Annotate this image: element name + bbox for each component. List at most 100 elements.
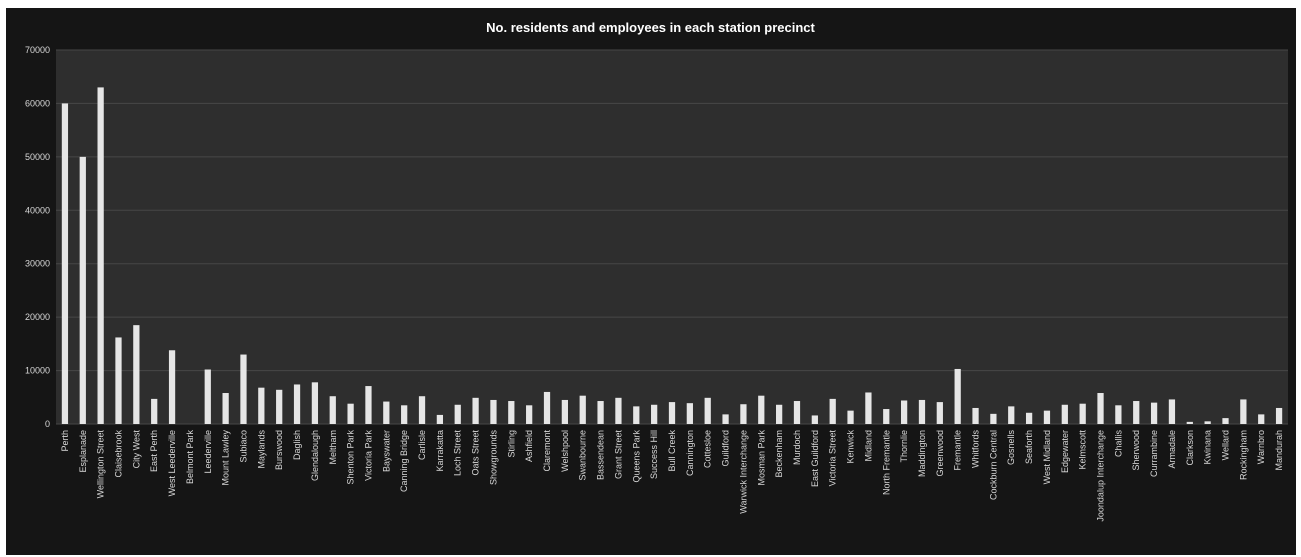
- bar: [936, 402, 943, 424]
- x-tick-label: Burswood: [274, 430, 284, 470]
- x-tick-label: Meltham: [328, 430, 338, 465]
- bar: [508, 401, 515, 424]
- x-tick-label: Ashfield: [524, 430, 534, 462]
- x-tick-label: Bassendean: [596, 430, 606, 480]
- y-tick-label: 60000: [25, 98, 50, 108]
- x-tick-label: Seaforth: [1024, 430, 1034, 464]
- x-tick-label: Swanbourne: [578, 430, 588, 481]
- x-tick-label: Victoria Park: [363, 430, 373, 481]
- bar: [990, 413, 997, 424]
- bar: [668, 402, 676, 424]
- x-tick-label: Wellard: [1221, 430, 1231, 460]
- bar: [972, 407, 979, 424]
- x-tick-label: Cockburn Central: [988, 430, 998, 500]
- bar: [651, 404, 658, 424]
- y-tick-label: 70000: [25, 45, 50, 55]
- bar: [1168, 399, 1176, 424]
- bar: [151, 398, 158, 424]
- x-tick-label: Warnbro: [1256, 430, 1266, 464]
- bar: [1061, 404, 1068, 424]
- bar: [1204, 421, 1211, 424]
- bar: [704, 397, 711, 424]
- bar: [686, 403, 693, 424]
- bar: [740, 404, 747, 424]
- bar: [436, 414, 444, 424]
- x-tick-label: Wellington Street: [96, 430, 106, 499]
- x-tick-label: City West: [131, 430, 141, 469]
- x-tick-label: Subiaco: [238, 430, 248, 463]
- bar: [900, 400, 908, 424]
- x-tick-label: Oats Street: [471, 430, 481, 476]
- y-tick-label: 50000: [25, 152, 50, 162]
- x-tick-label: Maylands: [256, 430, 266, 469]
- x-tick-label: Kenwick: [846, 430, 856, 464]
- x-tick-label: Bull Creek: [667, 430, 677, 472]
- x-tick-label: Greenwood: [935, 430, 945, 477]
- bar: [1115, 405, 1122, 424]
- x-tick-label: Mandurah: [1274, 430, 1284, 471]
- x-tick-label: Gosnells: [1006, 429, 1016, 465]
- bar: [883, 409, 890, 424]
- y-tick-label: 40000: [25, 205, 50, 215]
- x-tick-label: Rockingham: [1238, 430, 1248, 480]
- bar: [865, 392, 872, 424]
- x-tick-label: Queens Park: [631, 430, 641, 483]
- x-tick-label: Glendalough: [310, 430, 320, 481]
- x-tick-label: Joondalup Interchange: [1096, 430, 1106, 522]
- bar: [1186, 421, 1193, 424]
- bar: [954, 368, 961, 424]
- bar: [526, 405, 533, 424]
- x-tick-label: West Midland: [1042, 430, 1052, 484]
- bar: [347, 403, 354, 424]
- bar: [490, 399, 497, 424]
- x-tick-label: Claisebrook: [113, 430, 123, 478]
- bar: [454, 404, 461, 424]
- bar: [1240, 399, 1247, 424]
- bar: [418, 396, 426, 424]
- x-tick-label: Showgrounds: [488, 430, 498, 486]
- x-tick-label: North Fremantle: [881, 430, 891, 495]
- y-tick-label: 30000: [25, 259, 50, 269]
- x-tick-label: Welshpool: [560, 430, 570, 472]
- bar: [776, 404, 783, 424]
- x-tick-label: Cottesloe: [703, 430, 713, 468]
- x-tick-label: West Leederville: [167, 430, 177, 496]
- x-tick-label: Guildford: [721, 430, 731, 467]
- x-tick-label: Clarkson: [1185, 430, 1195, 466]
- bar: [829, 398, 836, 424]
- x-tick-label: Victoria Street: [828, 430, 838, 487]
- bar: [1097, 393, 1104, 424]
- bar: [383, 401, 390, 424]
- x-tick-label: Kwinana: [1203, 430, 1213, 465]
- x-tick-label: Bayswater: [381, 430, 391, 472]
- x-tick-label: Mosman Park: [756, 430, 766, 486]
- bar: [615, 397, 622, 424]
- y-tick-label: 0: [45, 419, 50, 429]
- bar: [258, 387, 265, 424]
- x-tick-label: Maddington: [917, 430, 927, 477]
- x-tick-label: Karrakatta: [435, 430, 445, 472]
- bar: [811, 415, 818, 424]
- bar: [311, 382, 319, 424]
- bar: [561, 399, 568, 424]
- x-tick-label: Thornlie: [899, 430, 909, 463]
- bar: [579, 395, 586, 424]
- x-tick-label: Esplanade: [78, 430, 88, 473]
- x-tick-label: Carlisle: [417, 430, 427, 460]
- x-tick-label: Loch Street: [453, 430, 463, 477]
- bar: [847, 410, 854, 424]
- bar: [97, 87, 104, 425]
- x-tick-label: Stirling: [506, 430, 516, 458]
- x-tick-label: Warwick Interchange: [738, 430, 748, 514]
- bar: [758, 395, 765, 424]
- x-tick-label: Leederville: [203, 430, 213, 474]
- bar: [1222, 418, 1229, 424]
- bar: [543, 391, 551, 424]
- bar: [1025, 412, 1033, 424]
- x-tick-label: Challis: [1113, 430, 1123, 458]
- bar: [722, 414, 729, 424]
- x-tick-label: Daglish: [292, 430, 302, 460]
- x-tick-label: Success Hill: [649, 430, 659, 479]
- x-tick-label: Edgewater: [1060, 430, 1070, 473]
